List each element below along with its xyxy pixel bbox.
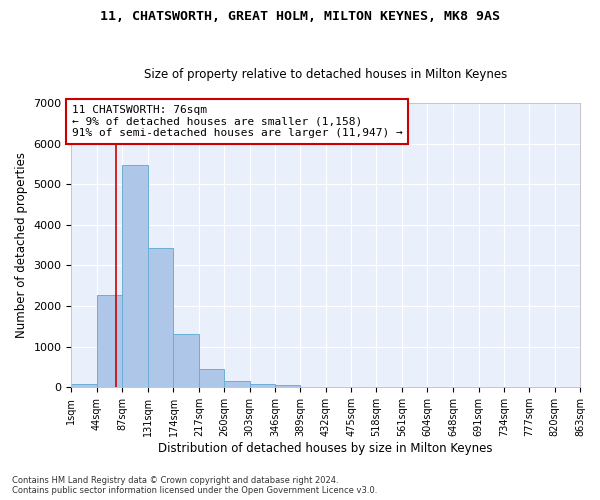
Bar <box>148 248 173 387</box>
Bar <box>199 368 224 387</box>
Bar <box>250 384 275 387</box>
Bar <box>97 295 122 387</box>
Text: 11 CHATSWORTH: 76sqm
← 9% of detached houses are smaller (1,158)
91% of semi-det: 11 CHATSWORTH: 76sqm ← 9% of detached ho… <box>72 105 403 138</box>
Bar <box>71 384 97 387</box>
Bar <box>173 334 199 387</box>
Y-axis label: Number of detached properties: Number of detached properties <box>15 152 28 338</box>
Bar <box>275 385 301 387</box>
X-axis label: Distribution of detached houses by size in Milton Keynes: Distribution of detached houses by size … <box>158 442 493 455</box>
Title: Size of property relative to detached houses in Milton Keynes: Size of property relative to detached ho… <box>144 68 508 81</box>
Bar <box>122 165 148 387</box>
Bar <box>224 381 250 387</box>
Text: 11, CHATSWORTH, GREAT HOLM, MILTON KEYNES, MK8 9AS: 11, CHATSWORTH, GREAT HOLM, MILTON KEYNE… <box>100 10 500 23</box>
Text: Contains HM Land Registry data © Crown copyright and database right 2024.
Contai: Contains HM Land Registry data © Crown c… <box>12 476 377 495</box>
